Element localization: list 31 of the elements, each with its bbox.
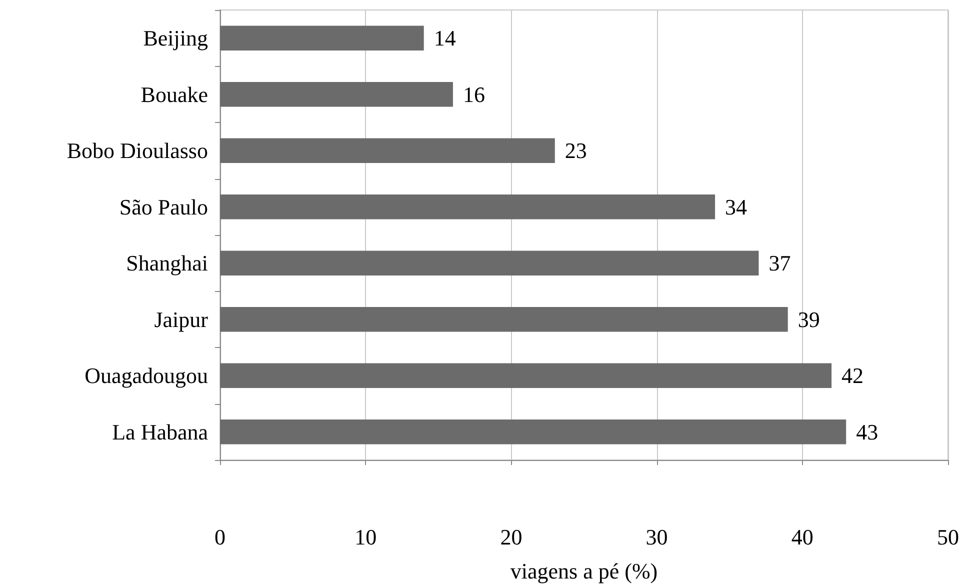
x-axis-title: viagens a pé (%) bbox=[510, 558, 658, 584]
x-tick-label: 0 bbox=[214, 524, 226, 550]
data-label: 39 bbox=[798, 306, 820, 332]
x-tick-label: 20 bbox=[500, 524, 522, 550]
data-label: 23 bbox=[564, 138, 587, 164]
y-tick-label: Bouake bbox=[140, 82, 208, 107]
data-label: 42 bbox=[842, 363, 864, 388]
y-tick-label: São Paulo bbox=[119, 194, 208, 220]
x-tick-label: 30 bbox=[646, 524, 668, 550]
x-tick-label: 50 bbox=[937, 524, 959, 550]
bar bbox=[220, 138, 555, 163]
bar bbox=[220, 307, 788, 332]
data-label: 34 bbox=[725, 194, 748, 220]
bar bbox=[220, 250, 759, 276]
y-tick-label: La Habana bbox=[112, 419, 208, 444]
data-label: 14 bbox=[434, 26, 456, 51]
y-tick-label: Beijing bbox=[143, 26, 208, 51]
bar bbox=[220, 26, 424, 50]
bar bbox=[220, 194, 716, 220]
x-tick-label: 10 bbox=[354, 524, 377, 550]
data-label: 16 bbox=[462, 82, 485, 107]
bar bbox=[220, 82, 453, 107]
data-label: 37 bbox=[768, 250, 791, 276]
data-label: 43 bbox=[856, 419, 878, 444]
bar bbox=[220, 420, 846, 444]
y-tick-label: Bobo Dioulasso bbox=[66, 138, 208, 164]
bar bbox=[220, 363, 832, 388]
y-tick-label: Shanghai bbox=[126, 250, 208, 276]
y-tick-label: Jaipur bbox=[154, 306, 209, 332]
y-tick-label: Ouagadougou bbox=[84, 363, 208, 388]
x-tick-label: 40 bbox=[791, 524, 814, 550]
